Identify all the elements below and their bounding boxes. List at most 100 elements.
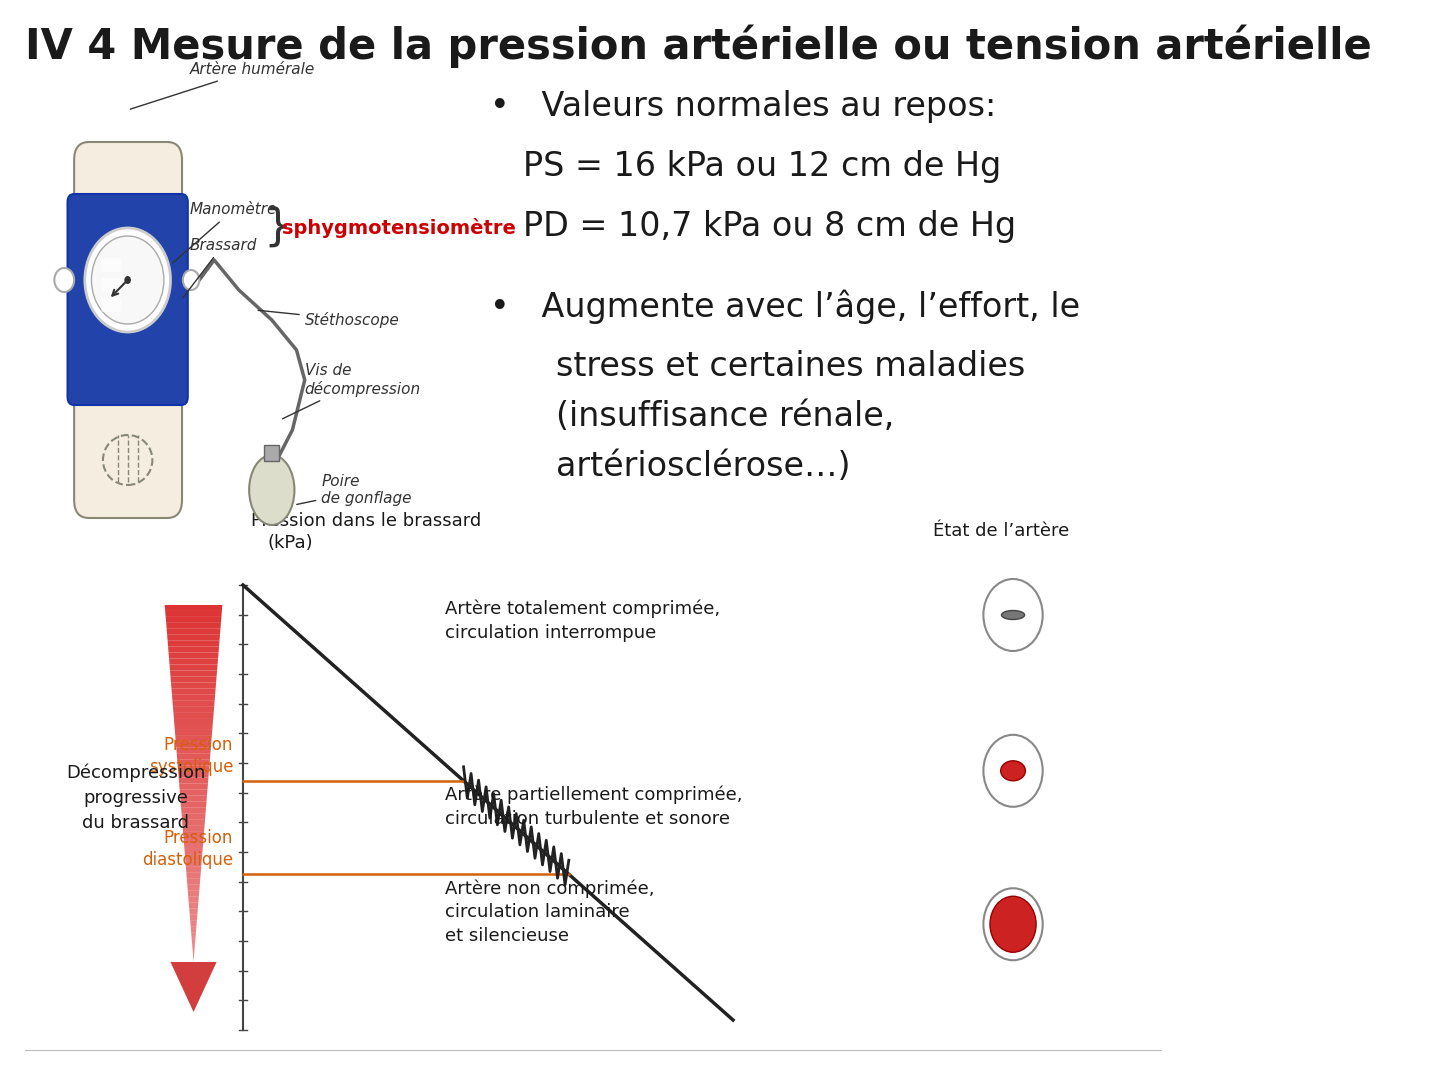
FancyBboxPatch shape [265,445,279,461]
Polygon shape [173,706,215,712]
Polygon shape [166,623,220,629]
Polygon shape [183,832,204,837]
Polygon shape [190,927,196,932]
FancyBboxPatch shape [68,194,187,405]
Polygon shape [177,766,209,771]
Polygon shape [180,801,206,807]
Polygon shape [168,652,219,659]
Polygon shape [174,730,212,735]
Polygon shape [174,718,213,724]
Polygon shape [180,795,207,801]
Text: Pression
systolique: Pression systolique [148,735,233,775]
Polygon shape [192,932,196,939]
Circle shape [124,276,131,284]
Polygon shape [181,820,204,825]
Polygon shape [171,683,216,688]
Circle shape [984,888,1043,960]
Circle shape [55,268,73,292]
Polygon shape [189,908,197,915]
Text: Poire
de gonflage: Poire de gonflage [297,474,412,507]
Polygon shape [186,867,202,873]
Text: artériosclérose…): artériosclérose…) [556,450,851,483]
Polygon shape [189,903,199,908]
Text: Artère non comprimée,
circulation laminaire
et silencieuse: Artère non comprimée, circulation lamina… [445,879,654,945]
Polygon shape [177,759,210,766]
Polygon shape [192,939,196,944]
FancyBboxPatch shape [101,298,121,312]
Polygon shape [193,950,194,956]
Polygon shape [189,896,199,903]
Polygon shape [181,807,206,813]
Text: IV 4 Mesure de la pression artérielle ou tension artérielle: IV 4 Mesure de la pression artérielle ou… [24,25,1371,68]
Text: Pression
diastolique: Pression diastolique [143,829,233,869]
FancyBboxPatch shape [101,258,121,272]
Text: Brassard: Brassard [183,238,256,298]
Polygon shape [192,944,194,950]
Polygon shape [179,771,209,778]
Polygon shape [173,700,215,706]
Circle shape [183,270,199,291]
Text: Vis de
décompression: Vis de décompression [282,363,420,419]
Circle shape [91,237,164,324]
Text: Manomètre: Manomètre [173,203,276,264]
Polygon shape [174,724,213,730]
Polygon shape [167,629,220,635]
Polygon shape [186,861,202,867]
Polygon shape [171,688,216,694]
FancyBboxPatch shape [73,141,181,518]
Text: PS = 16 kPa ou 12 cm de Hg: PS = 16 kPa ou 12 cm de Hg [523,150,1001,183]
Ellipse shape [1001,610,1025,620]
Polygon shape [187,885,200,891]
Polygon shape [170,664,217,671]
Polygon shape [176,735,212,742]
Circle shape [85,228,170,332]
Polygon shape [167,635,220,640]
Polygon shape [187,891,199,896]
Polygon shape [180,789,207,795]
Polygon shape [171,694,215,700]
Text: (insuffisance rénale,: (insuffisance rénale, [556,400,894,433]
Text: (kPa): (kPa) [268,534,314,552]
Text: Artère humérale: Artère humérale [130,63,315,109]
Text: Décompression
progressive
du brassard: Décompression progressive du brassard [66,764,206,832]
Polygon shape [181,813,206,820]
FancyBboxPatch shape [101,278,121,292]
Polygon shape [190,915,197,920]
Polygon shape [184,849,203,855]
Polygon shape [184,843,203,849]
Text: Stéthoscope: Stéthoscope [258,310,399,328]
Text: •   Valeurs normales au repos:: • Valeurs normales au repos: [490,90,996,123]
Text: sphygmotensiomètre: sphygmotensiomètre [282,217,516,238]
Polygon shape [164,605,222,611]
Text: Artère totalement comprimée,
circulation interrompue: Artère totalement comprimée, circulation… [445,600,720,643]
Polygon shape [177,754,210,759]
Circle shape [989,896,1037,953]
Polygon shape [176,747,210,754]
Polygon shape [167,640,219,647]
Circle shape [984,734,1043,807]
Polygon shape [170,671,217,676]
Ellipse shape [1001,760,1025,781]
Text: }: } [264,206,292,249]
Text: PD = 10,7 kPa ou 8 cm de Hg: PD = 10,7 kPa ou 8 cm de Hg [523,210,1017,243]
Polygon shape [186,873,200,879]
Polygon shape [166,617,222,623]
Polygon shape [168,647,219,652]
Polygon shape [166,611,222,617]
Polygon shape [179,778,209,783]
Polygon shape [183,837,203,843]
Polygon shape [187,879,200,885]
Polygon shape [183,825,204,832]
Text: État de l’artère: État de l’artère [933,522,1068,540]
Polygon shape [184,855,202,861]
Text: Artère partiellement comprimée,
circulation turbulente et sonore: Artère partiellement comprimée, circulat… [445,786,742,828]
Text: Pression dans le brassard: Pression dans le brassard [251,512,481,530]
Circle shape [984,579,1043,651]
Text: •   Augmente avec l’âge, l’effort, le: • Augmente avec l’âge, l’effort, le [490,291,1080,324]
Polygon shape [176,742,212,747]
Text: stress et certaines maladies: stress et certaines maladies [556,350,1025,383]
Polygon shape [170,962,216,1012]
Polygon shape [190,920,197,927]
Polygon shape [179,783,207,789]
Polygon shape [170,676,216,683]
